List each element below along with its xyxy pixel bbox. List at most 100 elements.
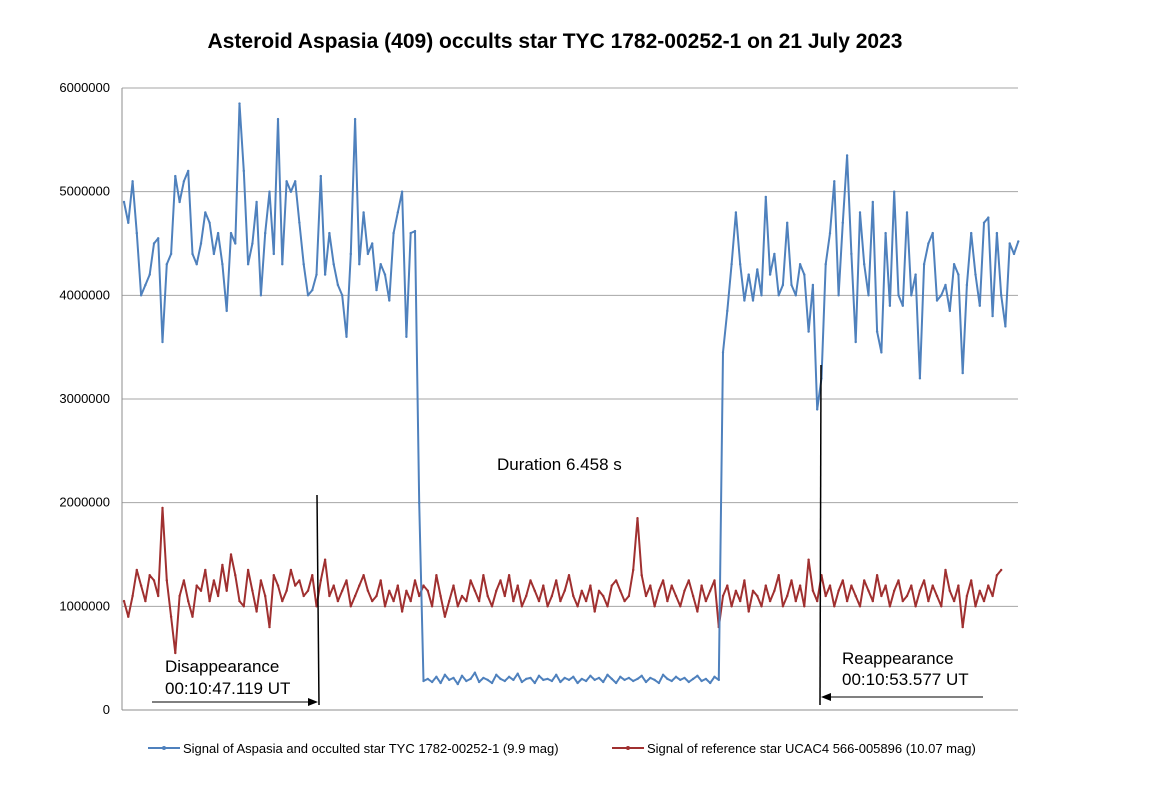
reference-star-line-point bbox=[880, 594, 883, 598]
aspasia-signal-line-point bbox=[238, 102, 241, 105]
aspasia-signal-line-point bbox=[495, 673, 498, 676]
aspasia-signal-line-point bbox=[199, 242, 203, 245]
reference-star-line-point bbox=[636, 517, 639, 520]
y-tick-label: 3000000 bbox=[59, 391, 110, 406]
aspasia-signal-line-point bbox=[212, 252, 216, 256]
reference-star-line-point bbox=[234, 574, 237, 577]
reference-star-line-point bbox=[264, 594, 267, 598]
aspasia-signal-line-point bbox=[717, 678, 720, 682]
reference-star-line-point bbox=[747, 610, 750, 613]
aspasia-signal-line-point bbox=[858, 211, 862, 214]
aspasia-signal-line-point bbox=[490, 681, 494, 685]
reference-star-line-point bbox=[764, 584, 767, 587]
aspasia-signal-line-point bbox=[169, 252, 173, 256]
aspasia-signal-line-point bbox=[875, 330, 879, 333]
reference-star-line-point bbox=[512, 599, 515, 603]
reference-star-line-point bbox=[948, 589, 951, 592]
aspasia-signal-line-point bbox=[195, 263, 198, 266]
aspasia-signal-line-point bbox=[229, 231, 233, 235]
aspasia-signal-line-point bbox=[336, 283, 340, 287]
reference-star-line-point bbox=[614, 579, 618, 582]
disappearance-arrowhead-icon bbox=[308, 698, 318, 706]
reference-star-line-point bbox=[332, 584, 335, 587]
reference-star-line-point bbox=[721, 594, 725, 598]
aspasia-signal-line-point bbox=[704, 677, 708, 681]
reference-star-line-point bbox=[375, 594, 378, 598]
reference-star-line-point bbox=[957, 584, 960, 587]
aspasia-signal-line-point bbox=[353, 117, 357, 121]
aspasia-signal-line-point bbox=[666, 677, 669, 681]
reference-star-line-point bbox=[413, 579, 417, 582]
reappearance-label: Reappearance bbox=[842, 649, 954, 668]
aspasia-signal-line-point bbox=[332, 263, 335, 266]
aspasia-signal-line-point bbox=[863, 263, 866, 266]
reference-star-line-point bbox=[366, 589, 370, 592]
aspasia-signal-line-point bbox=[696, 674, 699, 677]
aspasia-signal-line-point bbox=[670, 679, 673, 683]
aspasia-signal-line-point bbox=[610, 677, 613, 681]
reference-star-line-point bbox=[396, 584, 399, 587]
aspasia-signal-line-point bbox=[122, 200, 126, 204]
aspasia-signal-line-point bbox=[182, 180, 186, 183]
aspasia-signal-line-point bbox=[661, 673, 665, 676]
reference-star-line-point bbox=[452, 584, 455, 587]
aspasia-signal-line-point bbox=[965, 283, 969, 287]
aspasia-signal-line-point bbox=[148, 273, 151, 276]
aspasia-signal-line-point bbox=[931, 231, 934, 235]
reference-star-line-point bbox=[910, 584, 913, 587]
reference-star-line-point bbox=[666, 599, 669, 603]
reference-star-line-point bbox=[246, 568, 250, 572]
reference-star-line-point bbox=[700, 584, 703, 587]
aspasia-signal-line-point bbox=[460, 674, 464, 677]
reference-star-line-point bbox=[833, 605, 836, 608]
aspasia-signal-line-point bbox=[991, 314, 994, 318]
reference-star-line-point bbox=[931, 584, 934, 587]
reference-star-line-point bbox=[696, 610, 699, 613]
aspasia-signal-line-point bbox=[221, 263, 224, 266]
aspasia-signal-line-point bbox=[430, 680, 434, 684]
aspasia-signal-line-point bbox=[341, 294, 344, 297]
reference-star-line-point bbox=[533, 589, 536, 592]
aspasia-signal-line-point bbox=[910, 294, 913, 297]
aspasia-signal-line-point bbox=[443, 673, 447, 676]
aspasia-signal-line-point bbox=[897, 294, 900, 297]
reference-star-line-point bbox=[328, 594, 331, 598]
reference-star-line-point bbox=[242, 605, 245, 608]
aspasia-signal-line-point bbox=[216, 231, 220, 235]
aspasia-signal-line-point bbox=[178, 200, 181, 204]
aspasia-signal-line-point bbox=[786, 221, 789, 224]
reference-star-line-point bbox=[349, 605, 352, 608]
aspasia-signal-line-point bbox=[589, 674, 592, 677]
aspasia-signal-line-point bbox=[1012, 252, 1016, 256]
aspasia-signal-line-point bbox=[208, 221, 211, 224]
reference-star-line-point bbox=[516, 584, 519, 587]
reference-star-line-point bbox=[311, 574, 314, 577]
reference-star-line-point bbox=[542, 584, 545, 587]
y-tick-label: 0 bbox=[103, 702, 110, 717]
reference-star-line-point bbox=[259, 579, 263, 582]
aspasia-signal-line-point bbox=[803, 273, 806, 276]
aspasia-signal-line-point bbox=[191, 252, 194, 256]
reference-star-line-point bbox=[418, 594, 421, 598]
aspasia-signal-line-point bbox=[306, 294, 310, 297]
aspasia-signal-line bbox=[123, 102, 1020, 686]
aspasia-signal-line-point bbox=[174, 174, 177, 178]
aspasia-signal-line-point bbox=[893, 190, 896, 193]
reference-star-line-point bbox=[905, 594, 909, 598]
reference-star-line-point bbox=[529, 579, 532, 582]
reference-star-line-point bbox=[362, 574, 365, 577]
reference-star-line-point bbox=[661, 579, 665, 582]
reference-star-line-point bbox=[520, 605, 524, 608]
aspasia-signal-line-point bbox=[204, 211, 207, 214]
reference-star-line-point bbox=[901, 599, 904, 603]
aspasia-signal-line-point bbox=[653, 678, 656, 682]
aspasia-signal-line-point bbox=[841, 221, 844, 224]
aspasia-signal-line-point bbox=[448, 678, 451, 682]
reference-star-line-point bbox=[644, 594, 648, 598]
aspasia-signal-line-point bbox=[927, 242, 930, 245]
reference-star-line-point bbox=[490, 605, 494, 608]
aspasia-signal-line-point bbox=[978, 304, 981, 307]
reference-star-line-point bbox=[781, 605, 785, 608]
reference-star-line-point bbox=[982, 599, 986, 603]
aspasia-signal-line-point bbox=[798, 263, 802, 266]
